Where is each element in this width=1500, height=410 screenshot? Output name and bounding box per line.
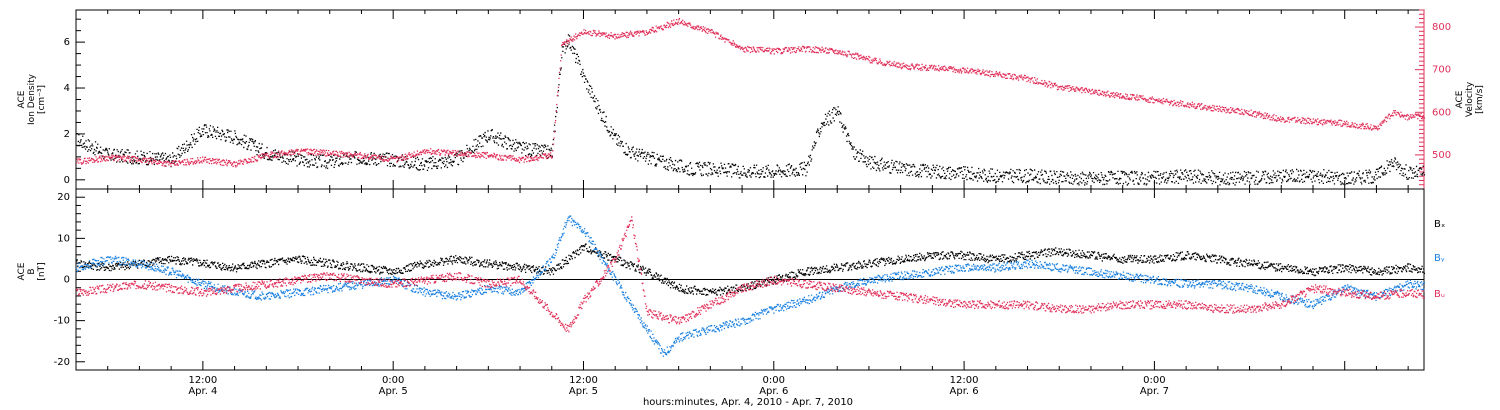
bottom-tick-label: 0 [64, 275, 70, 286]
bottom-axis-label: ACEB[nT] [17, 262, 47, 280]
top-left-tick-label: 0 [64, 175, 70, 186]
bottom-tick-label: 20 [57, 192, 70, 203]
bottom-tick-label: -20 [54, 357, 70, 368]
top-right-axis-label: ACEVelocity[km/s] [1455, 81, 1485, 117]
x-tick-time: 12:00 [569, 375, 598, 386]
b-series-bx-points [76, 243, 1425, 296]
legend-bx: Bₓ [1434, 219, 1445, 230]
x-tick-time: 0:00 [1143, 375, 1165, 386]
x-tick-date: Apr. 5 [379, 386, 408, 397]
x-tick-time: 0:00 [763, 375, 785, 386]
velocity-points [76, 17, 1425, 168]
bottom-panel: -20 -10 0 10 20 ACEB[nT] Bₓ Bᵧ Bᵤ [17, 188, 1445, 371]
x-tick-date: Apr. 6 [759, 386, 788, 397]
x-tick-time: 12:00 [188, 375, 217, 386]
top-panel-frame [75, 9, 1425, 190]
top-left-axis-label: ACEIon Density[cm⁻³] [17, 73, 47, 125]
top-right-tick-label: 800 [1432, 22, 1451, 33]
bottom-tick-label: 10 [57, 233, 70, 244]
ion-density-points [76, 34, 1425, 186]
x-tick-date: Apr. 6 [950, 386, 979, 397]
top-right-tick-label: 600 [1432, 107, 1451, 118]
x-axis-title: hours:minutes, Apr. 4, 2010 - Apr. 7, 20… [643, 397, 853, 408]
top-right-tick-label: 500 [1432, 150, 1451, 161]
x-tick-date: Apr. 4 [188, 386, 217, 397]
x-tick-date: Apr. 7 [1140, 386, 1169, 397]
bottom-tick-label: -10 [54, 316, 70, 327]
x-tick-time: 0:00 [382, 375, 404, 386]
legend-bz: Bᵤ [1434, 289, 1445, 300]
top-right-tick-label: 700 [1432, 65, 1451, 76]
x-tick-date: Apr. 5 [569, 386, 598, 397]
top-left-tick-label: 4 [64, 83, 70, 94]
x-tick-time: 12:00 [950, 375, 979, 386]
top-left-tick-label: 2 [64, 129, 70, 140]
top-panel: 0 2 4 6 500 600 700 800 ACEIon Density[cm⁻³] ACEV… [17, 9, 1485, 190]
legend-by: Bᵧ [1434, 253, 1445, 264]
top-left-tick-label: 6 [64, 37, 70, 48]
b-series-bz-points [76, 216, 1425, 333]
